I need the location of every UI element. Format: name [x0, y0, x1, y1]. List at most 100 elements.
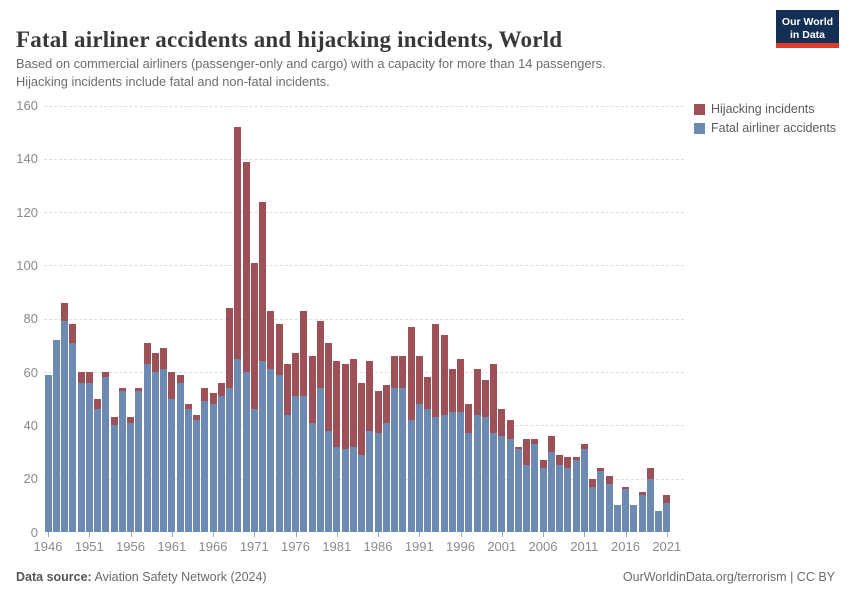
bar-accidents-1979[interactable]	[316, 388, 324, 532]
bar-hijackings-2010[interactable]	[572, 457, 580, 461]
bar-hijackings-1955[interactable]	[118, 388, 126, 391]
bar-accidents-1950[interactable]	[77, 382, 85, 532]
bar-accidents-2011[interactable]	[580, 449, 588, 532]
bar-accidents-1952[interactable]	[94, 409, 101, 532]
bar-accidents-1996[interactable]	[457, 412, 464, 532]
bar-accidents-1948[interactable]	[61, 321, 68, 532]
bar-hijackings-1994[interactable]	[440, 334, 448, 415]
bar-hijackings-1995[interactable]	[448, 369, 456, 412]
bar-accidents-2014[interactable]	[605, 484, 613, 532]
bar-hijackings-1975[interactable]	[283, 364, 291, 415]
bar-hijackings-2002[interactable]	[506, 420, 514, 439]
bar-hijackings-1970[interactable]	[242, 161, 250, 373]
bar-hijackings-2012[interactable]	[589, 478, 596, 487]
bar-accidents-2001[interactable]	[498, 436, 506, 532]
bar-accidents-1971[interactable]	[250, 409, 258, 532]
bar-accidents-1973[interactable]	[267, 369, 275, 532]
bar-hijackings-1968[interactable]	[226, 308, 233, 389]
bar-hijackings-1984[interactable]	[358, 382, 365, 455]
bar-accidents-1978[interactable]	[308, 422, 316, 532]
bar-accidents-1947[interactable]	[52, 340, 60, 532]
bar-accidents-1985[interactable]	[366, 430, 374, 532]
bar-hijackings-1985[interactable]	[366, 361, 374, 431]
bar-hijackings-1948[interactable]	[61, 302, 68, 322]
bar-hijackings-1960[interactable]	[160, 348, 167, 370]
bar-hijackings-1983[interactable]	[349, 358, 357, 447]
bar-hijackings-1966[interactable]	[209, 393, 217, 405]
bar-hijackings-1954[interactable]	[110, 417, 118, 426]
bar-hijackings-2006[interactable]	[539, 460, 547, 468]
bar-hijackings-1998[interactable]	[473, 369, 481, 415]
bar-hijackings-1986[interactable]	[374, 390, 382, 434]
bar-hijackings-1951[interactable]	[85, 372, 93, 383]
bar-accidents-1957[interactable]	[135, 390, 143, 532]
bar-accidents-1998[interactable]	[473, 414, 481, 532]
bar-accidents-1967[interactable]	[217, 396, 225, 532]
bar-accidents-1954[interactable]	[110, 425, 118, 532]
bar-hijackings-2013[interactable]	[597, 468, 605, 471]
bar-accidents-1960[interactable]	[160, 369, 167, 532]
bar-accidents-1953[interactable]	[102, 377, 110, 532]
bar-hijackings-1980[interactable]	[325, 342, 332, 431]
bar-accidents-2003[interactable]	[514, 449, 522, 532]
bar-accidents-2006[interactable]	[539, 468, 547, 532]
bar-accidents-1974[interactable]	[275, 374, 283, 532]
bar-accidents-1972[interactable]	[259, 361, 266, 532]
bar-accidents-1986[interactable]	[374, 433, 382, 532]
bar-accidents-1984[interactable]	[358, 454, 365, 532]
bar-hijackings-1961[interactable]	[168, 372, 176, 399]
bar-hijackings-1976[interactable]	[292, 353, 299, 396]
bar-hijackings-1997[interactable]	[465, 404, 473, 434]
bar-hijackings-2014[interactable]	[605, 476, 613, 484]
bar-accidents-2021[interactable]	[663, 502, 671, 532]
bar-accidents-2018[interactable]	[638, 494, 646, 532]
bar-accidents-1980[interactable]	[325, 430, 332, 532]
bar-accidents-1994[interactable]	[440, 414, 448, 532]
bar-accidents-1970[interactable]	[242, 372, 250, 532]
bar-hijackings-1953[interactable]	[102, 372, 110, 378]
bar-hijackings-1979[interactable]	[316, 321, 324, 388]
bar-accidents-1989[interactable]	[399, 388, 407, 532]
bar-hijackings-1973[interactable]	[267, 310, 275, 370]
bar-hijackings-2007[interactable]	[547, 436, 555, 452]
bar-hijackings-2005[interactable]	[531, 438, 539, 444]
bar-accidents-2005[interactable]	[531, 444, 539, 532]
bar-accidents-1991[interactable]	[415, 404, 423, 532]
bar-hijackings-1964[interactable]	[193, 414, 200, 420]
legend-item-hijacking-incidents[interactable]: Hijacking incidents	[694, 102, 836, 116]
bar-accidents-1993[interactable]	[432, 417, 440, 532]
bar-hijackings-2016[interactable]	[622, 486, 629, 490]
bar-accidents-1951[interactable]	[85, 382, 93, 532]
bar-accidents-1987[interactable]	[382, 422, 390, 532]
bar-accidents-2009[interactable]	[564, 468, 572, 532]
bar-hijackings-2009[interactable]	[564, 457, 572, 469]
bar-accidents-2016[interactable]	[622, 489, 629, 532]
bar-hijackings-1992[interactable]	[424, 377, 431, 410]
bar-hijackings-1963[interactable]	[184, 404, 192, 410]
bar-hijackings-2001[interactable]	[498, 409, 506, 437]
bar-hijackings-2004[interactable]	[523, 438, 530, 466]
bar-accidents-1995[interactable]	[448, 412, 456, 532]
bar-hijackings-1969[interactable]	[234, 126, 242, 359]
bar-hijackings-1962[interactable]	[176, 374, 184, 383]
bar-hijackings-2000[interactable]	[490, 364, 497, 434]
bar-accidents-1983[interactable]	[349, 446, 357, 532]
bar-hijackings-1987[interactable]	[382, 385, 390, 423]
bar-accidents-2010[interactable]	[572, 460, 580, 532]
bar-accidents-1963[interactable]	[184, 409, 192, 532]
bar-hijackings-1989[interactable]	[399, 356, 407, 389]
bar-accidents-2013[interactable]	[597, 470, 605, 532]
bar-accidents-1961[interactable]	[168, 398, 176, 532]
bar-accidents-1990[interactable]	[407, 420, 415, 532]
bar-accidents-1982[interactable]	[341, 449, 349, 532]
bar-hijackings-2011[interactable]	[580, 444, 588, 450]
bar-hijackings-1971[interactable]	[250, 262, 258, 410]
bar-hijackings-1957[interactable]	[135, 388, 143, 391]
bar-hijackings-1972[interactable]	[259, 201, 266, 362]
bar-accidents-1959[interactable]	[151, 372, 159, 532]
bar-accidents-1946[interactable]	[44, 374, 52, 532]
bar-hijackings-1999[interactable]	[481, 380, 489, 418]
bar-hijackings-1981[interactable]	[333, 361, 341, 447]
bar-hijackings-1974[interactable]	[275, 324, 283, 375]
bar-hijackings-2018[interactable]	[638, 492, 646, 495]
